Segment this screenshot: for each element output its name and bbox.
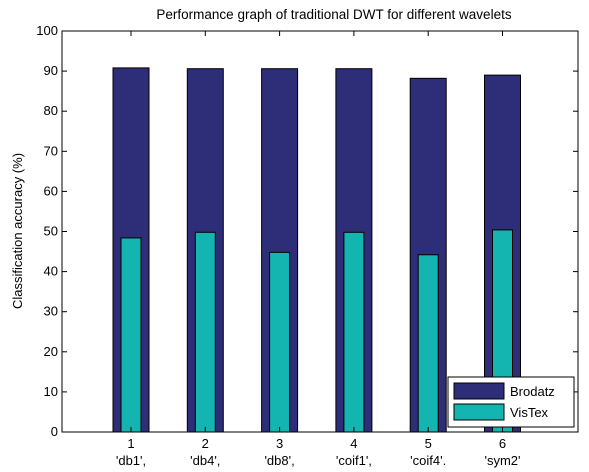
bars-group bbox=[112, 67, 521, 433]
y-tick-label-30: 30 bbox=[44, 304, 58, 319]
y-tick-label-50: 50 bbox=[44, 224, 58, 239]
y-tick-label-60: 60 bbox=[44, 183, 58, 198]
legend-label-vistex: VisTex bbox=[510, 405, 549, 420]
x-tick-label-6: 6 bbox=[499, 436, 506, 451]
x-tick-sublabel-1: 'db1', bbox=[116, 453, 146, 468]
y-tick-label-80: 80 bbox=[44, 103, 58, 118]
y-tick-label-10: 10 bbox=[44, 384, 58, 399]
legend: Brodatz VisTex bbox=[447, 376, 575, 428]
y-tick-label-40: 40 bbox=[44, 264, 58, 279]
x-ticks-group: 1 'db1', 2 'db4', 3 'db8', 4 'coif1', 5 'coif4'. 6… bbox=[116, 31, 521, 468]
x-tick-label-2: 2 bbox=[202, 436, 209, 451]
y-tick-label-90: 90 bbox=[44, 63, 58, 78]
y-axis-label: Classification accuracy (%) bbox=[10, 153, 25, 309]
x-tick-sublabel-5: 'coif4'. bbox=[410, 453, 446, 468]
x-tick-label-1: 1 bbox=[127, 436, 134, 451]
y-tick-label-100: 100 bbox=[36, 23, 58, 38]
bar-vistex-5 bbox=[417, 254, 439, 433]
x-tick-label-4: 4 bbox=[350, 436, 357, 451]
x-tick-sublabel-6: 'sym2' bbox=[484, 453, 520, 468]
bar-vistex-1 bbox=[120, 237, 142, 433]
chart-title: Performance graph of traditional DWT for… bbox=[156, 7, 511, 22]
bar-brodatz-3 bbox=[261, 68, 299, 433]
x-tick-sublabel-3: 'db8', bbox=[264, 453, 294, 468]
y-tick-label-20: 20 bbox=[44, 344, 58, 359]
x-tick-label-5: 5 bbox=[425, 436, 432, 451]
legend-swatch-brodatz bbox=[453, 382, 505, 400]
bar-vistex-2 bbox=[194, 231, 216, 433]
x-tick-sublabel-2: 'db4', bbox=[190, 453, 220, 468]
bar-vistex-4 bbox=[343, 231, 365, 433]
y-ticks-group: 0 10 20 30 40 50 60 70 80 90 100 bbox=[36, 23, 578, 439]
legend-swatch-vistex bbox=[453, 403, 505, 421]
y-tick-label-70: 70 bbox=[44, 143, 58, 158]
legend-label-brodatz: Brodatz bbox=[510, 384, 555, 399]
x-tick-label-3: 3 bbox=[276, 436, 283, 451]
bar-vistex-3 bbox=[269, 251, 291, 433]
y-tick-label-0: 0 bbox=[51, 424, 58, 439]
x-tick-sublabel-4: 'coif1', bbox=[336, 453, 372, 468]
